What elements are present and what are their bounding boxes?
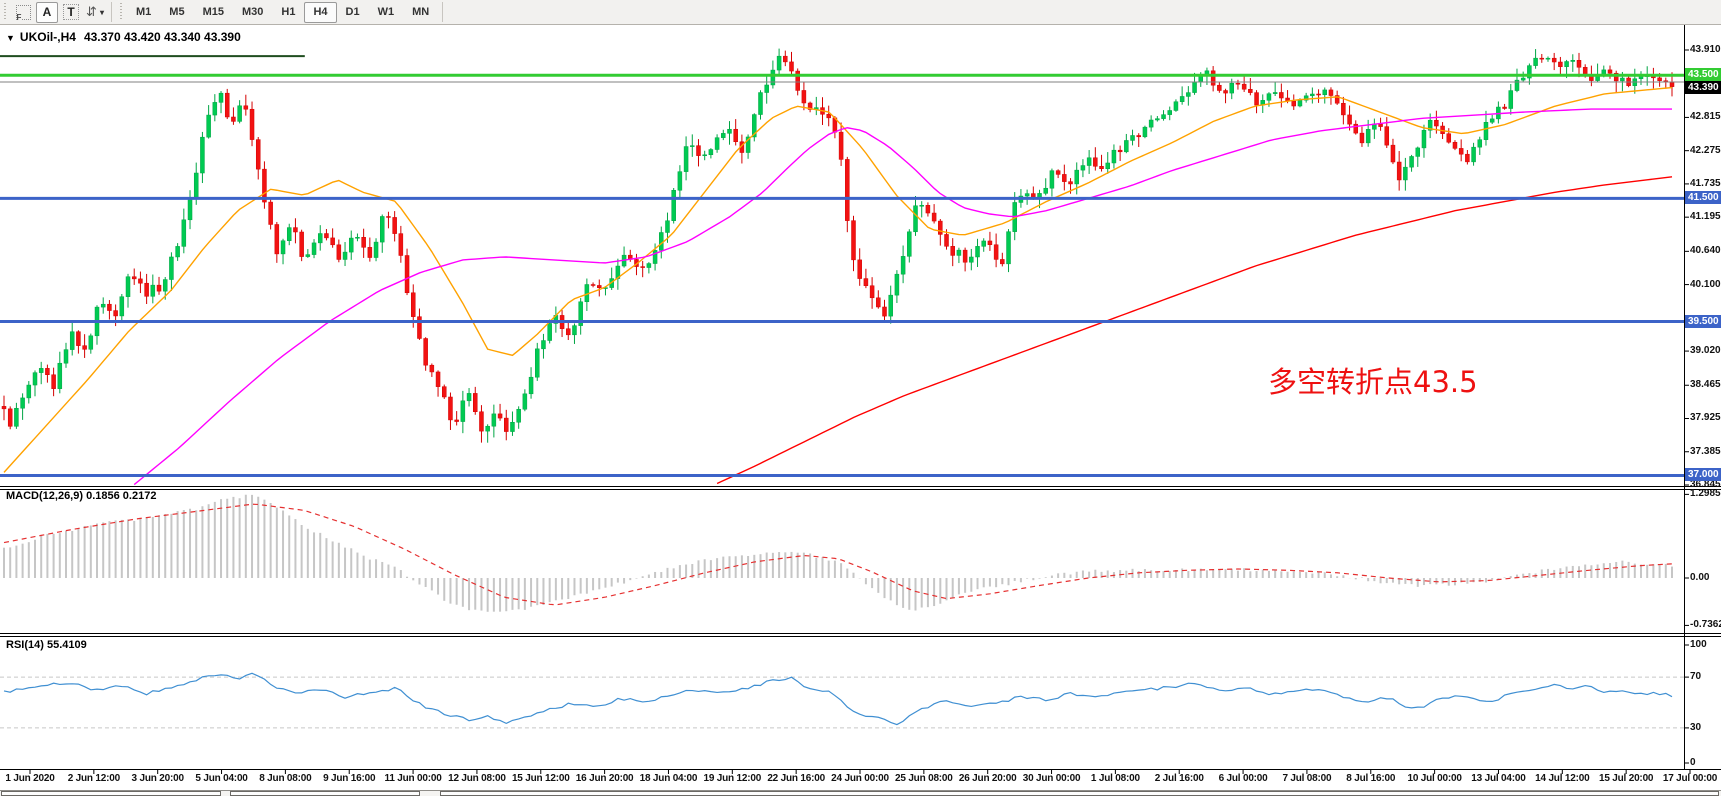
time-tick-label: 10 Jul 00:00	[1407, 773, 1462, 784]
chart-ohlc-values: 43.370 43.420 43.340 43.390	[83, 30, 241, 44]
price-tick-label: 38.465	[1690, 379, 1721, 391]
text-label-button[interactable]: T	[60, 2, 82, 23]
time-tick-label: 1 Jun 2020	[5, 773, 55, 784]
rsi-tick-label: 100	[1690, 639, 1707, 650]
toolbar-separator	[111, 2, 112, 22]
rsi-tick-label: 70	[1690, 671, 1702, 683]
time-tick-label: 14 Jul 12:00	[1535, 773, 1590, 784]
price-tick-label: 39.020	[1690, 345, 1721, 357]
time-tick-label: 2 Jul 16:00	[1154, 773, 1204, 784]
rsi-tick-label: 0	[1690, 757, 1696, 768]
timeframe-button-m1[interactable]: M1	[127, 2, 160, 23]
rsi-name: RSI(14)	[6, 639, 44, 651]
rsi-values: 55.4109	[46, 639, 87, 651]
time-tick-label: 13 Jul 04:00	[1471, 773, 1526, 784]
toolbar-drag-handle[interactable]	[2, 3, 9, 21]
time-tick-label: 6 Jul 00:00	[1218, 773, 1268, 784]
text-t-label: T	[63, 4, 79, 20]
time-tick-label: 9 Jun 16:00	[323, 773, 376, 784]
minimized-window[interactable]	[230, 791, 420, 796]
time-tick-label: 22 Jun 16:00	[767, 773, 825, 784]
price-line-label: 41.500	[1685, 191, 1721, 205]
dotted-frame-icon: F	[15, 4, 31, 22]
time-tick-label: 18 Jun 04:00	[639, 773, 698, 784]
price-tick-label: 42.815	[1690, 111, 1721, 123]
price-tick-label: 42.275	[1690, 144, 1721, 156]
chart-symbol-period: UKOil-,H4	[19, 30, 76, 44]
minimized-windows-strip	[0, 790, 1721, 796]
timeframe-button-group: M1 M5 M15 M30 H1 H4 D1 W1 MN	[127, 1, 438, 23]
chart-title: ▼ UKOil-,H4 43.370 43.420 43.340 43.390	[6, 30, 241, 44]
rsi-indicator-label: RSI(14) 55.4109	[6, 639, 87, 651]
macd-indicator-label: MACD(12,26,9) 0.1856 0.2172	[6, 490, 156, 502]
time-tick-label: 15 Jun 12:00	[511, 773, 570, 784]
price-line-label: 43.500	[1685, 68, 1721, 82]
price-line-label: 37.000	[1685, 468, 1721, 482]
price-tick-label: 37.925	[1690, 412, 1721, 424]
timeframe-button-m5[interactable]: M5	[160, 2, 193, 23]
timeframe-button-m15[interactable]: M15	[194, 2, 233, 23]
time-tick-label: 12 Jun 08:00	[448, 773, 506, 784]
price-tick-label: 37.385	[1690, 445, 1721, 457]
price-axis[interactable]	[1684, 25, 1721, 769]
macd-name: MACD(12,26,9)	[6, 490, 84, 502]
timeframe-button-w1[interactable]: W1	[369, 2, 404, 23]
timeframe-drag-handle[interactable]	[118, 3, 125, 21]
chart-annotation-text: 多空转折点43.5	[1268, 365, 1478, 399]
macd-tick-label: -0.7362	[1690, 619, 1721, 631]
price-line-label: 43.390	[1685, 81, 1721, 95]
time-tick-label: 17 Jul 00:00	[1662, 773, 1718, 784]
chevron-down-icon: ▾	[99, 7, 104, 17]
toolbar-separator	[442, 2, 444, 22]
macd-tick-label: 0.00	[1690, 572, 1710, 583]
time-tick-label: 1 Jul 08:00	[1090, 773, 1140, 784]
price-tick-label: 36.845	[1690, 478, 1721, 490]
macd-values: 0.1856 0.2172	[86, 490, 157, 502]
time-tick-label: 19 Jun 12:00	[703, 773, 762, 784]
minimized-window[interactable]	[1, 791, 221, 796]
time-tick-label: 5 Jun 04:00	[195, 773, 248, 784]
macd-tick-label: 1.2985	[1690, 488, 1721, 500]
rsi-tick-label: 30	[1690, 721, 1702, 733]
time-tick-label: 26 Jun 20:00	[958, 773, 1017, 784]
minimized-window[interactable]	[440, 791, 1719, 796]
chart-toolbar: F A T ⇵ ▾ M1 M5 M15 M30 H1 H4 D1 W1 MN	[0, 0, 1721, 25]
timeframe-button-mn[interactable]: MN	[403, 2, 438, 23]
arrows-dropdown-button[interactable]: ⇵ ▾	[84, 2, 106, 23]
price-tick-label: 41.195	[1690, 211, 1721, 223]
time-tick-label: 24 Jun 00:00	[831, 773, 889, 784]
price-line-label: 39.500	[1685, 314, 1721, 328]
timeframe-button-h1[interactable]: H1	[272, 2, 304, 23]
time-tick-label: 7 Jul 08:00	[1282, 773, 1332, 784]
price-tick-label: 40.100	[1690, 278, 1721, 290]
timeframe-button-h4[interactable]: H4	[304, 1, 337, 23]
time-tick-label: 2 Jun 12:00	[67, 773, 120, 784]
font-frame-button[interactable]: F	[12, 2, 34, 23]
price-tick-label: 43.910	[1690, 44, 1721, 55]
price-tick-label: 40.640	[1690, 245, 1721, 257]
time-tick-label: 8 Jun 08:00	[259, 773, 312, 784]
timeframe-button-m30[interactable]: M30	[233, 2, 272, 23]
time-tick-label: 8 Jul 16:00	[1346, 773, 1396, 784]
frame-f-label: F	[16, 12, 22, 22]
time-tick-label: 11 Jun 00:00	[384, 773, 442, 784]
chart-dropdown-caret[interactable]: ▼	[6, 33, 15, 43]
arrows-icon: ⇵	[86, 4, 97, 19]
price-tick-label: 41.735	[1690, 177, 1721, 189]
time-tick-label: 25 Jun 08:00	[895, 773, 953, 784]
time-tick-label: 16 Jun 20:00	[575, 773, 634, 784]
time-tick-label: 3 Jun 20:00	[131, 773, 184, 784]
timeframe-button-d1[interactable]: D1	[337, 2, 369, 23]
text-a-label: A	[42, 5, 52, 19]
text-a-button[interactable]: A	[36, 1, 58, 23]
time-tick-label: 30 Jun 00:00	[1022, 773, 1081, 784]
time-tick-label: 15 Jul 20:00	[1598, 773, 1654, 784]
